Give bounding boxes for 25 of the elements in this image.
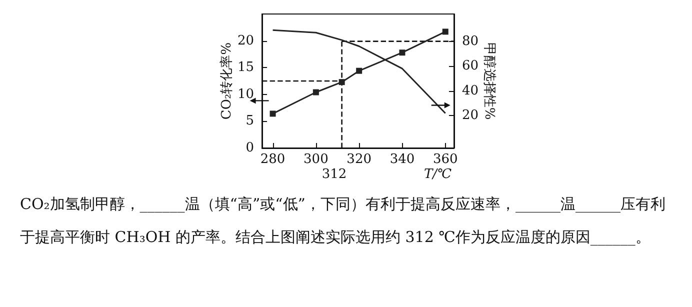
y2-tick-label: 40	[462, 83, 479, 98]
x-tick-label: 280	[260, 152, 286, 167]
x-tick-label: 360	[432, 152, 458, 167]
y2-tick-label: 60	[462, 58, 479, 74]
point	[338, 79, 345, 86]
x-axis-title: T/℃	[424, 167, 452, 182]
x-tick-label: 300	[304, 152, 328, 167]
y2-tick-label: 20	[462, 108, 479, 124]
point	[442, 28, 448, 35]
y-tick-label: 0	[246, 140, 254, 156]
text: CO₂加氢制甲醇，______温（填“高”或“低”，下同）有利于提高反应速率，______温______压有利于提高平衡时 CH₃OH 的产率。结合上图阐述实际选用约 312 ℃作为反应温度的原因______。	[20, 194, 666, 248]
ref-line-label: 312	[322, 167, 347, 182]
point	[399, 50, 406, 56]
y-tick-label: 20	[237, 33, 254, 48]
point	[270, 110, 276, 117]
point	[312, 89, 319, 96]
y-axis-title: CO₂转化率%	[218, 42, 235, 120]
y-tick-label: 5	[246, 114, 254, 129]
x-tick-label: 340	[390, 152, 415, 167]
y2-tick-label: 80	[462, 34, 479, 49]
y2-axis-title: 甲醇选择性%	[481, 42, 496, 120]
y-tick-label: 10	[237, 86, 254, 102]
x-tick-label: 320	[346, 152, 372, 167]
point	[356, 68, 362, 74]
y-tick-label: 15	[237, 60, 254, 76]
